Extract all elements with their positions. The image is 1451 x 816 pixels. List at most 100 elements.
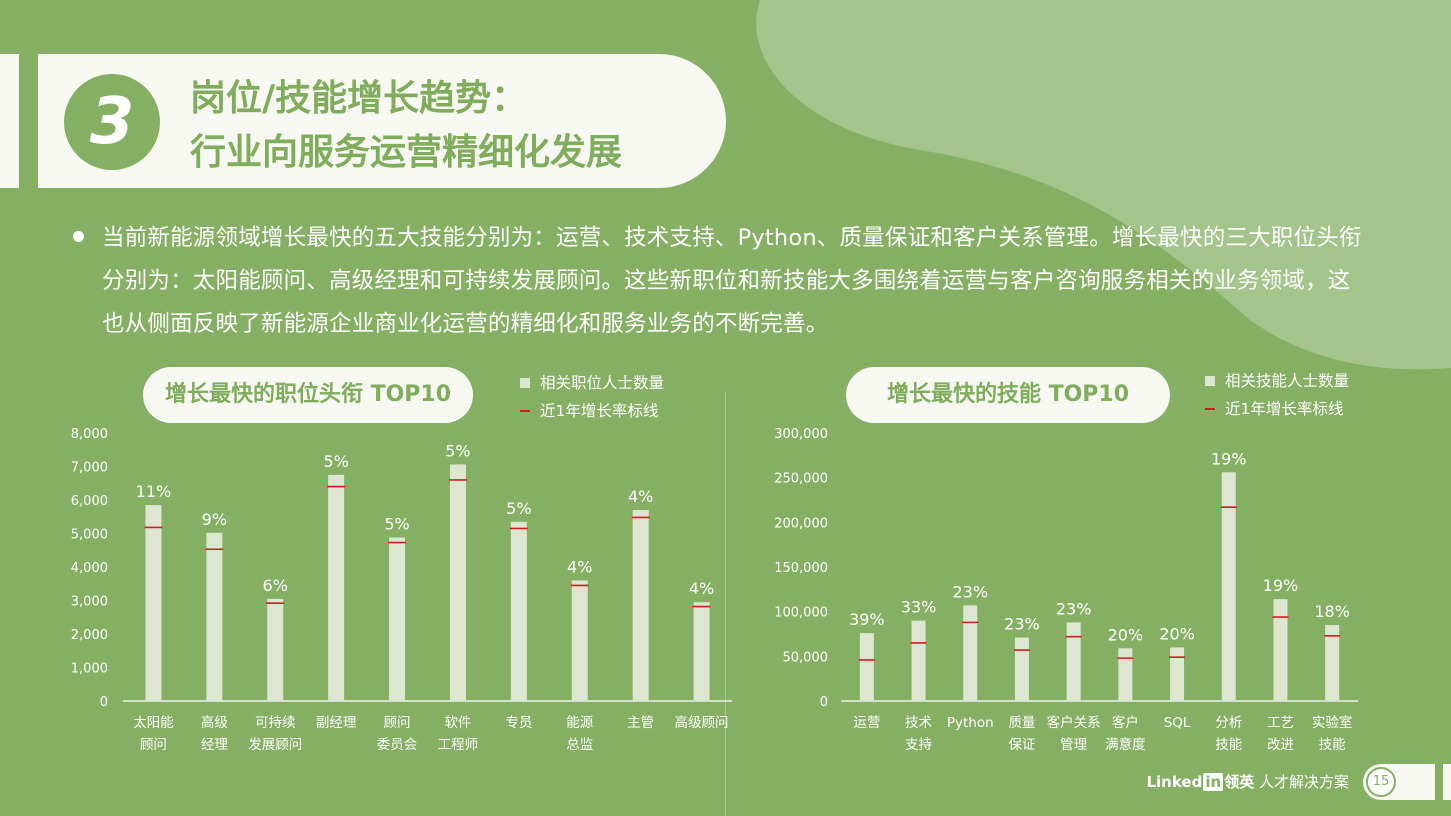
x-tick-label: SQL	[1164, 715, 1191, 731]
x-tick-label: 高级顾问	[675, 714, 729, 731]
chart1-title: 增长最快的职位头衔 TOP10	[164, 382, 452, 407]
bar	[449, 464, 466, 701]
x-tick-label: 管理	[1060, 737, 1088, 753]
x-tick-label: 工艺	[1267, 715, 1294, 731]
chart2-title-pill: 增长最快的技能 TOP10	[846, 367, 1170, 423]
bar	[859, 633, 874, 701]
bar	[1273, 599, 1288, 701]
y-tick-label: 300,000	[774, 427, 828, 442]
bar	[1170, 647, 1185, 701]
bar	[571, 580, 588, 701]
x-tick-label: 太阳能	[133, 715, 174, 731]
bar	[693, 602, 710, 701]
growth-label: 19%	[1211, 449, 1247, 468]
x-tick-label: 满意度	[1105, 736, 1146, 753]
growth-label: 4%	[567, 557, 592, 576]
x-tick-label: 顾问	[384, 715, 411, 731]
y-tick-label: 5,000	[71, 528, 108, 543]
x-tick-label: 客户	[1112, 714, 1139, 731]
x-tick-label: 技能	[1319, 737, 1346, 753]
growth-label: 11%	[136, 482, 172, 501]
y-tick-label: 1,000	[71, 662, 108, 677]
chart2-title: 增长最快的技能 TOP10	[886, 382, 1130, 407]
y-tick-label: 200,000	[774, 516, 828, 531]
growth-label: 18%	[1314, 602, 1350, 621]
x-tick-label: 工程师	[438, 737, 479, 753]
chart-divider	[725, 392, 726, 816]
chart2-legend-bar: 相关技能人士数量	[1205, 367, 1349, 395]
growth-label: 5%	[445, 441, 470, 460]
bar	[632, 510, 649, 701]
y-tick-label: 0	[820, 695, 828, 710]
bar	[963, 605, 978, 701]
bar	[1325, 625, 1340, 701]
growth-label: 9%	[202, 510, 227, 529]
x-tick-label: 技能	[1215, 737, 1242, 753]
x-tick-label: 高级	[201, 714, 228, 731]
x-tick-label: 改进	[1267, 737, 1295, 753]
growth-label: 4%	[628, 487, 653, 506]
x-tick-label: 分析	[1215, 715, 1242, 731]
chart1-title-pill: 增长最快的职位头衔 TOP10	[143, 367, 473, 423]
brand-cn: 领英	[1224, 773, 1255, 791]
growth-label: 5%	[506, 499, 531, 518]
page-number: 15	[1366, 767, 1396, 797]
y-tick-label: 4,000	[71, 561, 108, 576]
page-title-line1: 岗位/技能增长趋势：	[190, 78, 528, 119]
bar	[206, 532, 223, 701]
growth-label: 20%	[1108, 625, 1144, 644]
x-tick-label: 支持	[905, 737, 932, 753]
growth-label: 23%	[1056, 599, 1092, 618]
y-tick-label: 6,000	[71, 494, 108, 509]
bar	[510, 521, 527, 701]
chart2-legend-marker: 近1年增长率标线	[1205, 395, 1349, 423]
brand-linked: Linked	[1146, 773, 1203, 791]
growth-label: 5%	[384, 515, 409, 534]
y-tick-label: 0	[100, 695, 108, 710]
chart2-legend-bar-label: 相关技能人士数量	[1225, 372, 1350, 390]
x-tick-label: 实验室	[1312, 714, 1353, 731]
brand-in-icon: in	[1203, 773, 1224, 791]
growth-label: 23%	[1004, 615, 1040, 634]
legend-square-icon	[1205, 376, 1215, 386]
legend-square-icon	[520, 378, 530, 388]
y-tick-label: 7,000	[71, 461, 108, 476]
y-tick-label: 150,000	[774, 561, 828, 576]
summary-paragraph: 当前新能源领域增长最快的五大技能分别为：运营、技术支持、Python、质量保证和…	[102, 225, 1362, 337]
growth-label: 4%	[689, 579, 714, 598]
legend-line-icon	[520, 410, 530, 412]
right-accent-tab	[1443, 764, 1451, 800]
x-tick-label: 副经理	[316, 715, 357, 731]
growth-label: 39%	[849, 610, 885, 629]
bar	[1066, 622, 1081, 701]
bar	[267, 598, 284, 701]
y-tick-label: 100,000	[774, 606, 828, 621]
y-tick-label: 250,000	[774, 472, 828, 487]
page-title: 岗位/技能增长趋势： 行业向服务运营精细化发展	[190, 72, 622, 180]
y-tick-label: 3,000	[71, 595, 108, 610]
bar	[1118, 648, 1133, 701]
left-accent-tab	[0, 54, 19, 188]
chart2-legend: 相关技能人士数量 近1年增长率标线	[1205, 367, 1349, 423]
bar	[1221, 472, 1236, 701]
brand-logo: Linked in 领英 人才解决方案	[1146, 770, 1349, 794]
chart1-legend-marker: 近1年增长率标线	[520, 397, 664, 425]
x-tick-label: 总监	[566, 737, 593, 753]
growth-label: 19%	[1263, 576, 1299, 595]
chart1-legend-marker-label: 近1年增长率标线	[540, 402, 659, 420]
x-tick-label: Python	[947, 715, 994, 731]
bullet-icon	[73, 231, 84, 242]
page-title-line2: 行业向服务运营精细化发展	[190, 132, 623, 173]
bar	[328, 474, 345, 701]
bar	[911, 620, 926, 701]
x-tick-label: 技术	[905, 715, 932, 731]
y-tick-label: 50,000	[783, 650, 829, 665]
growth-label: 23%	[952, 582, 988, 601]
chart1-legend-bar: 相关职位人士数量	[520, 369, 664, 397]
growth-label: 6%	[263, 576, 288, 595]
y-tick-label: 2,000	[71, 628, 108, 643]
x-tick-label: 能源	[566, 715, 594, 731]
